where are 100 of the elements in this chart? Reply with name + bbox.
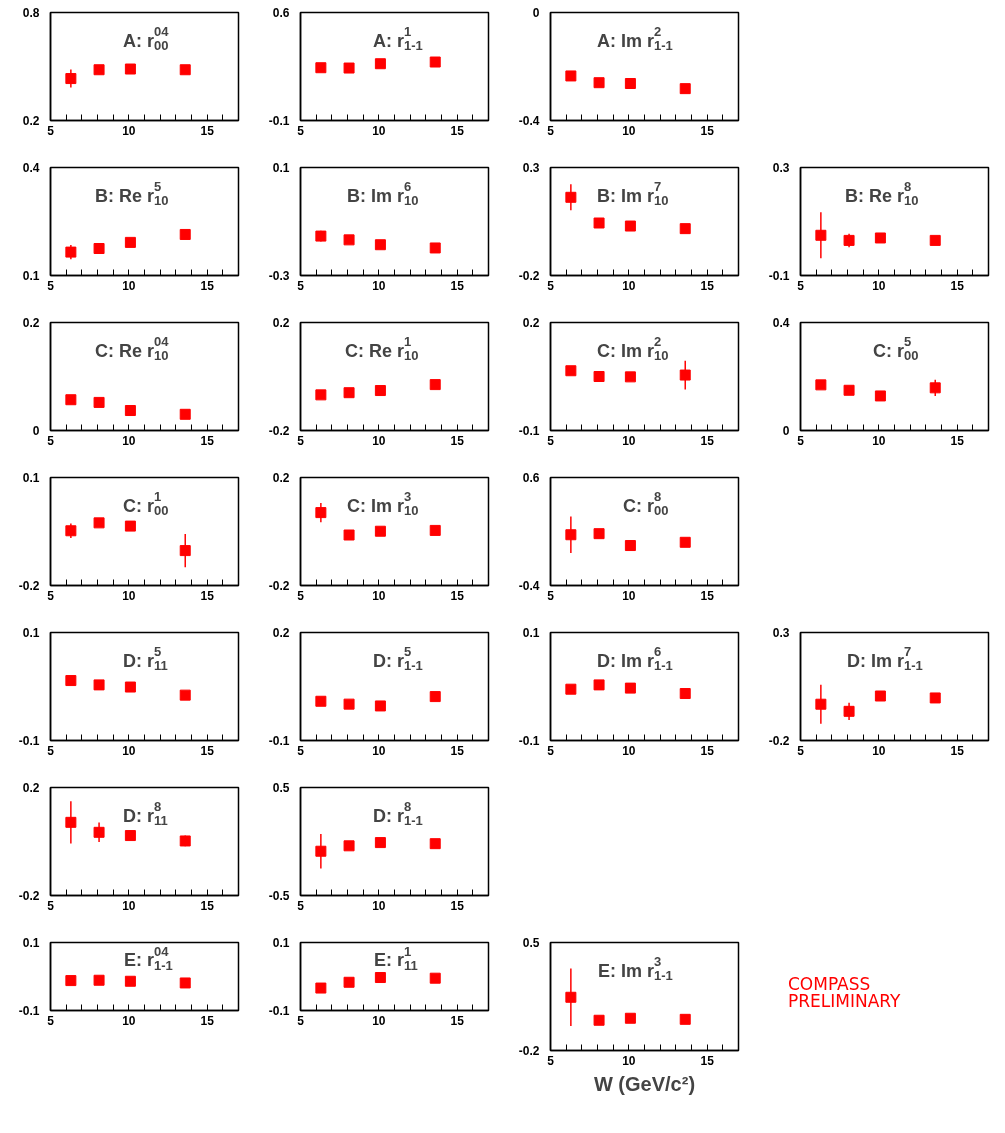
x-tick-label: 10 (622, 743, 636, 758)
y-tick-label: 0.6 (522, 471, 540, 485)
y-tick-label: -0.1 (268, 1004, 290, 1018)
x-tick-label: 15 (950, 433, 965, 448)
x-tick-label: 5 (547, 123, 555, 138)
y-tick-label: 0.1 (22, 471, 40, 485)
x-tick-label: 15 (200, 278, 215, 293)
y-tick-label: 0.2 (272, 471, 290, 485)
y-tick-label: 0.3 (522, 161, 540, 175)
x-tick-label: 10 (622, 123, 636, 138)
x-tick-label: 5 (547, 433, 555, 448)
x-tick-label: 15 (200, 898, 215, 913)
x-tick-label: 15 (450, 898, 465, 913)
x-tick-label: 5 (47, 433, 55, 448)
x-tick-label: 10 (122, 1013, 136, 1028)
y-tick-label: 0.4 (22, 161, 40, 175)
y-tick-label: -0.2 (268, 579, 290, 593)
y-tick-label: -0.1 (768, 269, 790, 283)
x-tick-label: 15 (700, 123, 715, 138)
y-tick-label: 0.2 (22, 781, 40, 795)
x-tick-label: 10 (372, 123, 386, 138)
y-tick-label: 0.2 (22, 316, 40, 330)
y-tick-label: 0.1 (272, 161, 290, 175)
y-tick-label: 0.5 (522, 936, 540, 950)
x-tick-label: 5 (547, 588, 555, 603)
x-tick-label: 5 (47, 743, 55, 758)
x-tick-label: 10 (622, 588, 636, 603)
y-tick-label: 0.1 (22, 269, 40, 283)
y-tick-label: 0.4 (772, 316, 790, 330)
y-tick-label: -0.1 (18, 1004, 40, 1018)
y-tick-label: -0.1 (268, 734, 290, 748)
x-tick-label: 5 (47, 278, 55, 293)
x-tick-label: 15 (450, 1013, 465, 1028)
x-tick-label: 15 (200, 433, 215, 448)
x-tick-label: 10 (122, 433, 136, 448)
x-tick-label: 5 (47, 588, 55, 603)
y-tick-label: 0.3 (772, 161, 790, 175)
y-tick-label: 0.8 (22, 6, 40, 20)
x-tick-label: 5 (797, 433, 805, 448)
x-tick-label: 10 (122, 123, 136, 138)
x-tick-label: 15 (200, 123, 215, 138)
x-tick-label: 15 (700, 588, 715, 603)
y-tick-label: 0 (782, 424, 790, 438)
x-tick-label: 5 (297, 588, 305, 603)
x-tick-label: 10 (872, 743, 886, 758)
x-tick-label: 10 (372, 433, 386, 448)
x-tick-label: 15 (950, 743, 965, 758)
x-tick-label: 5 (297, 123, 305, 138)
y-tick-label: 0.2 (22, 114, 40, 128)
x-tick-label: 15 (950, 278, 965, 293)
y-tick-label: 0.6 (272, 6, 290, 20)
y-tick-label: 0.5 (272, 781, 290, 795)
x-tick-label: 5 (297, 743, 305, 758)
x-tick-label: 15 (200, 743, 215, 758)
x-tick-label: 15 (450, 588, 465, 603)
x-tick-label: 10 (622, 433, 636, 448)
x-tick-label: 5 (297, 433, 305, 448)
y-tick-label: -0.3 (268, 269, 290, 283)
y-tick-label: 0.1 (22, 936, 40, 950)
x-tick-label: 10 (372, 588, 386, 603)
x-tick-label: 10 (122, 898, 136, 913)
x-tick-label: 15 (450, 743, 465, 758)
x-tick-label: 10 (122, 588, 136, 603)
x-tick-label: 5 (47, 123, 55, 138)
x-tick-label: 10 (372, 898, 386, 913)
x-tick-label: 15 (200, 588, 215, 603)
x-tick-label: 5 (297, 278, 305, 293)
y-tick-label: -0.2 (518, 1044, 540, 1058)
x-axis-title: W (GeV/c²) (593, 1072, 696, 1095)
y-tick-label: -0.1 (518, 424, 540, 438)
x-tick-label: 15 (450, 123, 465, 138)
x-tick-label: 10 (622, 1053, 636, 1068)
y-tick-label: 0.3 (772, 626, 790, 640)
x-tick-label: 5 (547, 1053, 555, 1068)
y-tick-label: 0 (532, 6, 540, 20)
y-tick-label: -0.1 (518, 734, 540, 748)
y-tick-label: -0.4 (518, 114, 540, 128)
y-tick-label: 0.1 (272, 936, 290, 950)
x-tick-label: 10 (872, 433, 886, 448)
x-tick-label: 15 (200, 1013, 215, 1028)
y-tick-label: 0.1 (22, 626, 40, 640)
x-tick-label: 5 (297, 898, 305, 913)
y-tick-label: 0.2 (522, 316, 540, 330)
y-tick-label: -0.5 (268, 889, 290, 903)
x-tick-label: 5 (797, 278, 805, 293)
x-tick-label: 15 (700, 743, 715, 758)
x-tick-label: 5 (47, 1013, 55, 1028)
x-tick-label: 10 (872, 278, 886, 293)
x-tick-label: 10 (372, 743, 386, 758)
y-tick-label: 0.2 (272, 316, 290, 330)
x-tick-label: 10 (372, 278, 386, 293)
y-tick-label: -0.2 (268, 424, 290, 438)
x-tick-label: 5 (547, 743, 555, 758)
y-tick-label: 0 (32, 424, 40, 438)
y-tick-label: -0.2 (18, 579, 40, 593)
x-tick-label: 10 (622, 278, 636, 293)
x-tick-label: 15 (450, 433, 465, 448)
y-tick-label: 0.1 (522, 626, 540, 640)
y-tick-label: -0.4 (518, 579, 540, 593)
x-tick-label: 5 (47, 898, 55, 913)
